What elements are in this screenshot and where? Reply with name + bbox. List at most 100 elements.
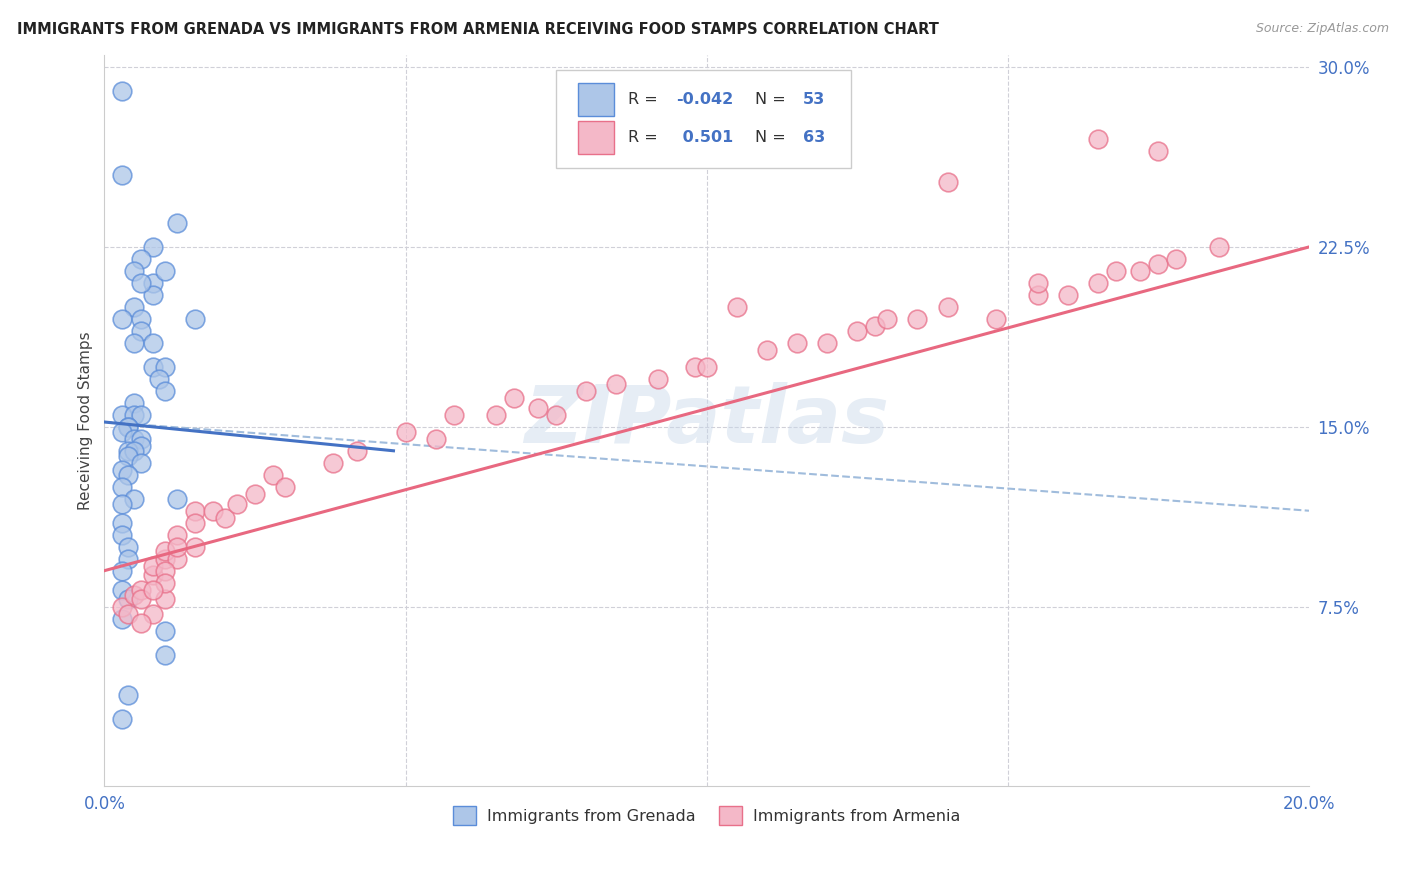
Point: [696, 359, 718, 374]
Point: [346, 443, 368, 458]
Point: [936, 300, 959, 314]
Point: [647, 372, 669, 386]
Point: [183, 540, 205, 554]
Point: [786, 335, 808, 350]
Point: [425, 432, 447, 446]
Point: [755, 343, 778, 357]
Point: [443, 408, 465, 422]
Point: [166, 527, 188, 541]
Point: [111, 527, 134, 541]
Text: 63: 63: [803, 130, 825, 145]
Point: [111, 408, 134, 422]
Point: [1105, 264, 1128, 278]
Point: [124, 408, 146, 422]
Point: [1166, 252, 1188, 266]
Point: [111, 564, 134, 578]
Point: [166, 216, 188, 230]
Point: [725, 300, 748, 314]
Text: N =: N =: [755, 130, 790, 145]
Point: [214, 511, 236, 525]
Text: N =: N =: [755, 92, 790, 107]
Point: [148, 372, 170, 386]
Point: [129, 456, 152, 470]
Point: [129, 616, 152, 631]
Point: [153, 384, 176, 398]
Point: [1147, 257, 1170, 271]
Point: [1087, 132, 1109, 146]
Point: [153, 564, 176, 578]
Point: [1057, 288, 1080, 302]
Point: [129, 252, 152, 266]
Text: Source: ZipAtlas.com: Source: ZipAtlas.com: [1256, 22, 1389, 36]
Point: [153, 359, 176, 374]
Point: [124, 264, 146, 278]
Text: IMMIGRANTS FROM GRENADA VS IMMIGRANTS FROM ARMENIA RECEIVING FOOD STAMPS CORRELA: IMMIGRANTS FROM GRENADA VS IMMIGRANTS FR…: [17, 22, 939, 37]
Point: [683, 359, 706, 374]
Point: [907, 312, 929, 326]
Point: [111, 599, 134, 614]
Point: [117, 419, 139, 434]
Point: [124, 443, 146, 458]
Point: [183, 516, 205, 530]
Point: [243, 487, 266, 501]
Point: [527, 401, 550, 415]
Point: [111, 612, 134, 626]
Point: [876, 312, 898, 326]
Point: [111, 463, 134, 477]
Point: [546, 408, 568, 422]
Point: [1026, 288, 1049, 302]
Point: [111, 480, 134, 494]
Point: [815, 335, 838, 350]
Point: [1026, 276, 1049, 290]
Point: [394, 425, 416, 439]
Point: [111, 425, 134, 439]
Point: [117, 689, 139, 703]
Point: [153, 624, 176, 638]
Point: [153, 264, 176, 278]
Point: [142, 276, 165, 290]
Point: [142, 558, 165, 573]
Point: [117, 443, 139, 458]
FancyBboxPatch shape: [557, 70, 851, 169]
Point: [142, 288, 165, 302]
Point: [117, 592, 139, 607]
Text: -0.042: -0.042: [676, 92, 734, 107]
Point: [322, 456, 344, 470]
Point: [1129, 264, 1152, 278]
Point: [1208, 240, 1230, 254]
Point: [153, 544, 176, 558]
Point: [111, 516, 134, 530]
Point: [225, 496, 247, 510]
Y-axis label: Receiving Food Stamps: Receiving Food Stamps: [79, 332, 93, 510]
Point: [117, 540, 139, 554]
Point: [183, 504, 205, 518]
Bar: [578, 83, 614, 116]
Point: [129, 276, 152, 290]
Point: [153, 648, 176, 662]
Point: [142, 607, 165, 621]
Text: 0.501: 0.501: [676, 130, 733, 145]
Text: ZIPatlas: ZIPatlas: [524, 382, 889, 459]
Point: [166, 551, 188, 566]
Point: [111, 312, 134, 326]
Text: R =: R =: [628, 130, 664, 145]
Point: [153, 575, 176, 590]
Legend: Immigrants from Grenada, Immigrants from Armenia: Immigrants from Grenada, Immigrants from…: [447, 800, 966, 831]
Point: [111, 582, 134, 597]
Point: [124, 432, 146, 446]
Point: [129, 408, 152, 422]
Point: [124, 491, 146, 506]
Point: [111, 712, 134, 726]
Point: [124, 588, 146, 602]
Point: [183, 312, 205, 326]
Point: [111, 84, 134, 98]
Bar: [578, 121, 614, 154]
Point: [129, 592, 152, 607]
Point: [142, 568, 165, 582]
Point: [129, 582, 152, 597]
Point: [129, 432, 152, 446]
Point: [117, 419, 139, 434]
Point: [117, 467, 139, 482]
Point: [111, 496, 134, 510]
Point: [575, 384, 598, 398]
